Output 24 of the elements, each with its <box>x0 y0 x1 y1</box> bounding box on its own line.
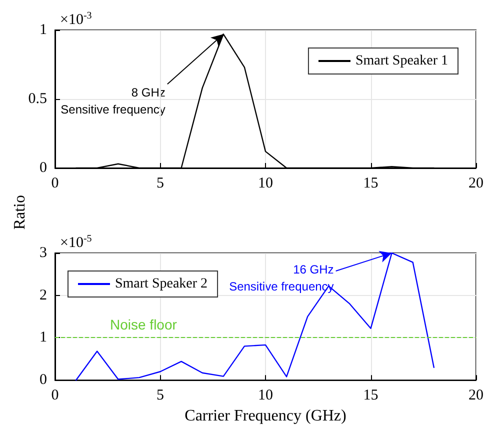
y-tick-label: 2 <box>40 287 47 304</box>
y-axis-title: Ratio <box>12 194 28 230</box>
y-tick-label: 0 <box>40 372 47 388</box>
y-tick-label: 1 <box>40 330 47 346</box>
x-tick-label: 15 <box>363 388 378 404</box>
x-tick-label: 0 <box>51 388 59 404</box>
x-axis-title: Carrier Frequency (GHz) <box>184 408 346 424</box>
x-tick-label: 5 <box>156 176 164 192</box>
x-tick-label: 0 <box>51 176 59 192</box>
x-tick-label: 5 <box>156 388 164 404</box>
annotation: 8 GHz Sensitive frequency <box>60 86 166 117</box>
x-tick-label: 20 <box>468 388 484 404</box>
legend-label: Smart Speaker 1 <box>355 54 448 68</box>
y-tick-label: 0.5 <box>28 91 47 107</box>
y-tick-label: 3 <box>40 245 47 261</box>
ref-line-label: Noise floor <box>110 316 178 333</box>
x-tick-label: 15 <box>363 176 378 192</box>
x-tick-label: 20 <box>468 176 484 192</box>
y-tick-label: 1 <box>40 22 47 38</box>
x-tick-label: 10 <box>258 176 273 192</box>
annotation: 16 GHz Sensitive frequency <box>229 262 334 294</box>
x-tick-label: 10 <box>258 388 273 404</box>
y-tick-label: 0 <box>40 160 47 176</box>
legend-label: Smart Speaker 2 <box>115 276 208 292</box>
